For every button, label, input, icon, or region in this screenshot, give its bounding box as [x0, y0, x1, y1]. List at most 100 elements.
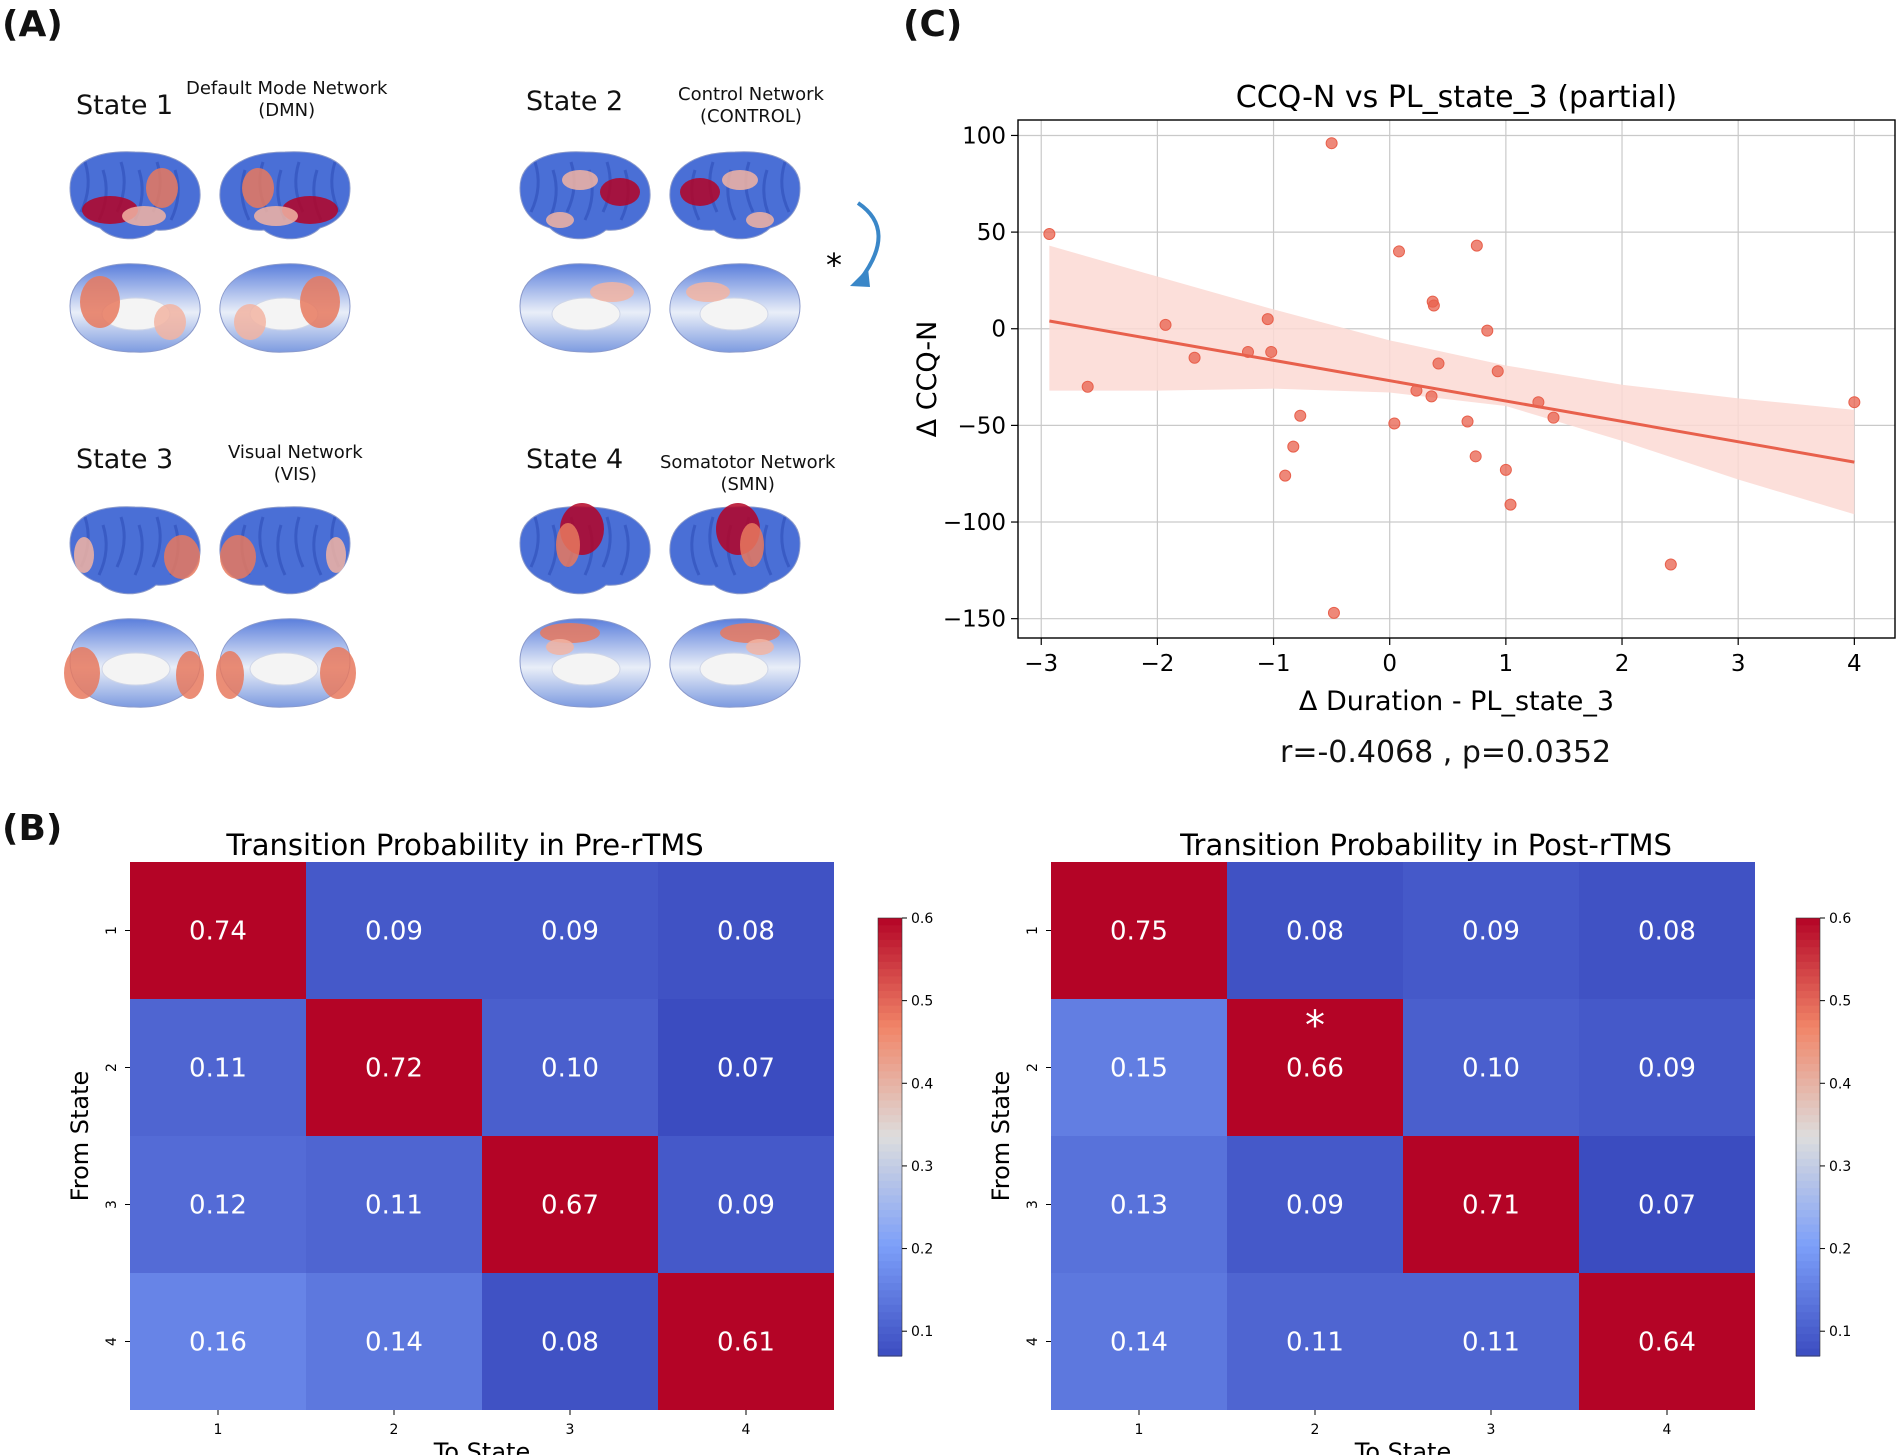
x-tick-label: 3 — [1731, 651, 1746, 677]
colorbar-segment — [878, 1151, 902, 1160]
heatmap-cell — [130, 1136, 306, 1273]
colorbar-tick-label: 0.1 — [911, 1324, 933, 1340]
heatmap-cell — [1579, 1273, 1755, 1410]
colorbar-tick-label: 0.2 — [911, 1242, 933, 1258]
heatmap-cell — [130, 1273, 306, 1410]
state-1-label: State 1 — [76, 90, 174, 121]
colorbar-segment — [1796, 1027, 1820, 1036]
x-tick-label: −2 — [1140, 651, 1174, 677]
colorbar-segment — [1796, 1085, 1820, 1094]
brain-state-4-view-3 — [519, 618, 651, 708]
colorbar-segment — [878, 1137, 902, 1145]
state-2-network-name: Control Network — [678, 84, 824, 105]
x-tick-label: −3 — [1024, 651, 1058, 677]
heatmap-value-label: 0.08 — [541, 1328, 599, 1358]
brain-states-figure: * — [64, 151, 881, 708]
colorbar-segment — [878, 1246, 902, 1255]
state-3-network-name: Visual Network — [228, 442, 363, 463]
brain-state-2-view-4 — [669, 263, 801, 353]
heatmap-value-label: 0.61 — [717, 1328, 775, 1358]
y-tick-label: −50 — [957, 413, 1006, 439]
colorbar-segment — [1796, 991, 1820, 999]
heatmap-cell — [658, 1136, 834, 1273]
heatmap-cell — [482, 862, 658, 999]
colorbar-segment — [878, 1005, 902, 1014]
heatmap-value-label: 0.09 — [1638, 1054, 1696, 1084]
transition-asterisk: * — [826, 246, 842, 284]
colorbar-segment — [1796, 1173, 1820, 1182]
colorbar-segment — [878, 1034, 902, 1043]
heatmap-x-label: To State — [433, 1438, 530, 1455]
colorbar-segment — [878, 1056, 902, 1065]
brain-state-2-view-3 — [519, 263, 651, 353]
heatmap-cell — [658, 1273, 834, 1410]
heatmap-cell — [482, 1136, 658, 1273]
state-1-network-abbr: (DMN) — [258, 100, 316, 121]
x-tick-label: 2 — [390, 1422, 399, 1438]
colorbar-segment — [1796, 1180, 1820, 1189]
y-tick-label: 0 — [991, 317, 1006, 343]
colorbar-segment — [878, 1158, 902, 1167]
colorbar-segment — [878, 1188, 902, 1196]
heatmap-cell — [1227, 1273, 1403, 1410]
heatmap-cell — [1403, 862, 1579, 999]
brain-state-1-view-4 — [219, 263, 351, 353]
colorbar-segment — [1796, 1341, 1820, 1350]
heatmap-cell — [1403, 1136, 1579, 1273]
colorbar-segment — [1796, 1188, 1820, 1196]
scatter-point — [1241, 345, 1254, 358]
scatter-point — [1432, 357, 1445, 370]
heatmap-cell — [306, 862, 482, 999]
state-2-network: Control Network (CONTROL) — [678, 84, 824, 128]
colorbar-segment — [878, 1012, 902, 1021]
colorbar-segment — [1796, 932, 1820, 941]
state-2-label: State 2 — [526, 86, 624, 117]
colorbar-segment — [1796, 1231, 1820, 1240]
heatmap-value-label: 0.72 — [365, 1054, 423, 1084]
heatmap-value-label: 0.14 — [1110, 1328, 1168, 1358]
colorbar-segment — [878, 1312, 902, 1321]
heatmap-cell — [1051, 1273, 1227, 1410]
colorbar-segment — [1796, 1115, 1820, 1123]
colorbar-segment — [1796, 1312, 1820, 1321]
colorbar-segment — [1796, 1166, 1820, 1175]
heatmap-y-label: From State — [987, 1071, 1015, 1202]
colorbar-segment — [878, 991, 902, 999]
heatmap-cell — [130, 862, 306, 999]
scatter-point — [1043, 228, 1056, 241]
scatter-point — [1159, 318, 1172, 331]
heatmap-cell — [306, 999, 482, 1136]
scatter-point — [1265, 345, 1278, 358]
panel-label-a: (A) — [2, 4, 63, 45]
state-4-network: Somatotor Network (SMN) — [660, 452, 835, 496]
heatmap-cell — [1403, 1273, 1579, 1410]
panel-label-b: (B) — [2, 808, 63, 849]
colorbar-segment — [878, 1180, 902, 1189]
heatmap-cell — [1051, 999, 1227, 1136]
state-4-network-abbr: (SMN) — [720, 474, 775, 495]
colorbar-tick-label: 0.3 — [911, 1159, 933, 1175]
scatter-point — [1547, 411, 1560, 424]
brain-state-2-view-1 — [519, 151, 651, 240]
colorbar-segment — [1796, 1224, 1820, 1233]
heatmap-value-label: 0.07 — [1638, 1191, 1696, 1221]
y-tick-label: 3 — [1025, 1200, 1041, 1209]
colorbar-tick-label: 0.2 — [1829, 1242, 1851, 1258]
colorbar-segment — [878, 1268, 902, 1277]
y-tick-label: 3 — [104, 1200, 120, 1209]
colorbar-segment — [878, 932, 902, 941]
scatter-point — [1425, 390, 1438, 403]
colorbar-segment — [1796, 1107, 1820, 1116]
colorbar-segment — [1796, 954, 1820, 963]
panel-label-c: (C) — [903, 4, 963, 45]
scatter-point — [1410, 384, 1423, 397]
heatmap-cell — [658, 999, 834, 1136]
heatmap-value-label: 0.09 — [541, 917, 599, 947]
brain-state-3-view-4 — [216, 618, 356, 708]
brain-state-1-view-2 — [219, 151, 351, 240]
heatmap-cell — [1051, 1136, 1227, 1273]
heatmap-value-label: 0.07 — [717, 1054, 775, 1084]
heatmap-cell — [1227, 1136, 1403, 1273]
scatter-point — [1499, 463, 1512, 476]
y-tick-label: 1 — [104, 926, 120, 935]
